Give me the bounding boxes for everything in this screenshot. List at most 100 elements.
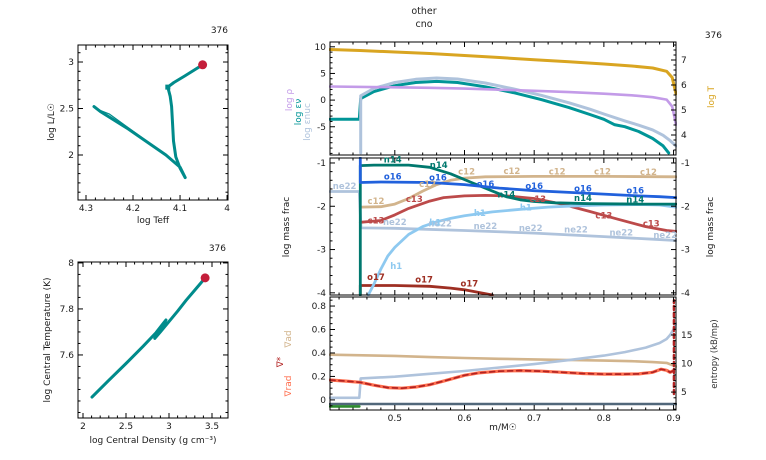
abund-frame	[329, 157, 677, 296]
abund-y-tick-label-right: -3	[681, 246, 690, 256]
series-grad-ad	[329, 353, 677, 368]
abund-y-tick-label-right: -4	[681, 289, 690, 299]
hr-x-tick-label: 4.2	[126, 204, 140, 214]
series-o17	[358, 284, 494, 296]
abund-y-tick-label: -4	[317, 289, 326, 299]
abund-curve-label-h1: h1	[520, 204, 532, 214]
abund-y-tick-label: -3	[317, 246, 326, 256]
abund-curve-label-o16: o16	[574, 185, 592, 195]
abund-curve-label-ne22: ne22	[474, 222, 498, 232]
grad-label-star: ∇*	[276, 356, 286, 368]
abund-curve-label-c12: c12	[458, 168, 475, 178]
abund-curve-label-c13: c13	[643, 220, 660, 230]
grad-right-tick-label: 10	[681, 360, 693, 370]
grad-x-tick-label: 0.5	[388, 414, 402, 424]
grad-y-tick-label: 0	[320, 396, 326, 406]
entropy-right-label: entropy (kB/mp)	[710, 319, 720, 389]
profile-xlabel: m/M☉	[489, 423, 517, 433]
grad-right-tick-label: 5	[681, 388, 687, 398]
power-ylabel-rho: log ρ	[285, 89, 295, 112]
abund-curve-label-o16: o16	[384, 172, 402, 182]
series-log-eps-nu	[329, 79, 671, 155]
abund-curve-label-c13: c13	[595, 211, 612, 221]
hr-ylabel: log L/L☉	[47, 103, 57, 141]
tc-x-tick-label: 3	[166, 422, 172, 432]
grad-x-tick-label: 0.7	[527, 414, 541, 424]
grad-label-rad: ∇rad	[284, 376, 294, 398]
hr-xlabel: log Teff	[137, 216, 170, 226]
abund-y-tick-label: -1	[317, 159, 326, 169]
power-right-tick-label: 4	[681, 131, 687, 141]
abund-curve-label-ne22: ne22	[428, 220, 452, 230]
power-right-tick-label: 6	[681, 81, 687, 91]
abund-curve-label-o17: o17	[415, 275, 433, 285]
power-frame	[329, 41, 677, 156]
hr-y-tick-label: 3	[68, 58, 74, 68]
abund-curve-label-c12: c12	[368, 197, 385, 207]
tc-x-tick-label: 2.5	[119, 422, 133, 432]
abund-curve-label-c12: c12	[549, 168, 566, 178]
tc-x-tick-label: 3.5	[205, 422, 219, 432]
abund-curve-label-ne22: ne22	[564, 226, 588, 236]
hr-x-tick-label: 4	[224, 204, 230, 214]
abund-curve-label-o16: o16	[525, 182, 543, 192]
current-model-square	[165, 84, 171, 90]
power-y-tick-label: 5	[320, 69, 326, 79]
power-right-label: log T	[707, 85, 717, 108]
grad-label-ad: ∇ad	[284, 330, 294, 348]
grad-x-tick-label: 0.9	[666, 414, 681, 424]
hr-y-tick-label: 2	[68, 151, 74, 161]
series-o16	[358, 157, 677, 200]
abund-curve-label-n14: n14	[626, 195, 644, 205]
abund-curve-label-o16: o16	[626, 186, 644, 196]
hr-x-tick-label: 4.1	[173, 204, 187, 214]
abund-curve-label-o16: o16	[477, 180, 495, 190]
power-y-tick-label: -5	[317, 123, 326, 133]
abund-curve-label-ne22: ne22	[609, 228, 633, 238]
power-right-tick-label: 5	[681, 106, 687, 116]
abund-curve-label-n14: n14	[384, 156, 402, 166]
grad-y-tick-label: 0.6	[312, 326, 327, 336]
abund-curve-label-ne22: ne22	[333, 182, 357, 192]
abund-curve-label-ne22: ne22	[653, 231, 677, 241]
abund-curve-label-o17: o17	[367, 273, 385, 283]
current-model-dot	[198, 60, 208, 70]
current-model-dot	[200, 273, 210, 283]
series-log-T	[329, 48, 677, 96]
abund-curve-label-h1: h1	[390, 262, 402, 272]
series-log-rho	[329, 85, 677, 126]
grad-x-tick-label: 0.6	[457, 414, 472, 424]
power-right-tick-label: 7	[681, 56, 687, 66]
tc-frame	[77, 261, 229, 419]
abund-curve-label-c13: c13	[529, 195, 546, 205]
abund-y-tick-label-right: -1	[681, 159, 690, 169]
series-grad-star	[329, 368, 675, 390]
abund-curve-label-h1: h1	[474, 209, 486, 219]
grad-y-tick-label: 0.2	[312, 372, 326, 382]
tc-y-tick-label: 7.6	[60, 351, 75, 361]
hr-model-number: 376	[211, 26, 228, 36]
abund-curve-label-o16: o16	[429, 173, 447, 183]
abund-curve-label-c13: c13	[368, 217, 385, 227]
profile-model-number: 376	[705, 31, 722, 41]
series-tc-rhoc-track	[90, 276, 207, 399]
series-c13	[358, 193, 677, 233]
grad-y-tick-label: 0.4	[312, 349, 327, 359]
series-grad-rad	[329, 367, 676, 390]
abund-left-label: log mass frac	[282, 197, 292, 257]
tc-y-tick-label: 8	[68, 259, 74, 269]
grad-right-tick-label: 15	[681, 331, 692, 341]
grad-y-tick-label: 0.8	[312, 302, 327, 312]
grad-frame	[329, 296, 677, 411]
abund-curve-label-n14: n14	[497, 191, 515, 201]
abund-curve-label-ne22: ne22	[383, 218, 407, 228]
abund-curve-label-n14: n14	[574, 194, 592, 204]
tc-y-tick-label: 7.8	[60, 305, 75, 315]
series-entropy	[329, 322, 677, 400]
abund-y-tick-label-right: -2	[681, 202, 690, 212]
power-y-tick-label: 10	[315, 43, 327, 53]
series-log-eps-nuc	[359, 76, 677, 155]
abund-curve-label-c12: c12	[419, 180, 436, 190]
grad-x-tick-label: 0.8	[597, 414, 612, 424]
